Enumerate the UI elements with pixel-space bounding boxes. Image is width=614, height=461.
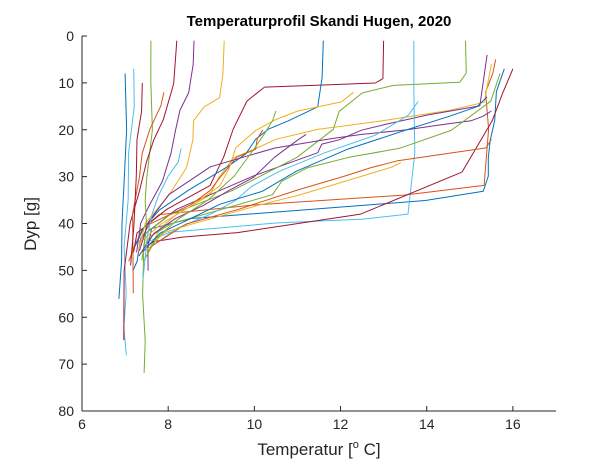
y-tick-label-5: 50 (58, 262, 74, 278)
series-line-2 (146, 64, 492, 256)
series-line-20 (146, 68, 514, 247)
series-line-7 (134, 40, 324, 247)
series-line-13 (123, 40, 178, 341)
series-line-21 (142, 96, 488, 252)
series-line-15 (132, 92, 165, 294)
x-tick-label-1: 8 (164, 416, 172, 432)
series-line-23 (145, 162, 402, 252)
series-line-14 (118, 73, 128, 299)
y-tick-label-6: 60 (58, 309, 74, 325)
series-line-6 (133, 40, 385, 253)
y-ticks: 0 10 20 30 40 50 60 70 80 (58, 28, 87, 419)
x-ticks: 6 8 10 12 14 16 (78, 406, 521, 432)
series-line-18 (141, 73, 501, 253)
series-line-11 (142, 40, 153, 373)
x-tick-label-5: 16 (505, 416, 521, 432)
series-line-8 (139, 129, 264, 242)
chart-title: Temperaturprofil Skandi Hugen, 2020 (187, 13, 452, 30)
x-tick-label-3: 12 (333, 416, 349, 432)
y-tick-label-2: 20 (58, 122, 74, 138)
series-line-22 (149, 138, 492, 248)
y-tick-label-0: 0 (66, 28, 74, 44)
y-tick-label-1: 10 (58, 75, 74, 91)
series-line-27 (130, 82, 143, 266)
series-layer (118, 40, 514, 373)
series-line-26 (142, 148, 182, 280)
y-tick-label-7: 70 (58, 356, 74, 372)
series-line-17 (138, 110, 492, 252)
x-axis-title-superscript: o (353, 439, 359, 451)
series-line-4 (141, 40, 467, 261)
series-line-5 (145, 40, 416, 244)
y-tick-label-3: 30 (58, 169, 74, 185)
y-tick-label-8: 80 (58, 403, 74, 419)
x-axis-title-end: C] (359, 440, 381, 459)
y-axis-title: Dyp [g] (21, 197, 40, 251)
series-line-19 (150, 101, 419, 248)
x-axis-title-main: Temperatur [ (257, 440, 353, 459)
y-tick-label-4: 40 (58, 216, 74, 232)
series-line-16 (140, 91, 354, 242)
series-line-10 (136, 40, 195, 253)
x-tick-label-2: 10 (247, 416, 263, 432)
x-axis-title: Temperatur [o C] (257, 439, 380, 459)
x-tick-label-0: 6 (78, 416, 86, 432)
series-line-25 (142, 110, 277, 262)
series-line-9 (137, 40, 225, 252)
series-line-24 (138, 133, 307, 257)
x-tick-label-4: 14 (419, 416, 435, 432)
